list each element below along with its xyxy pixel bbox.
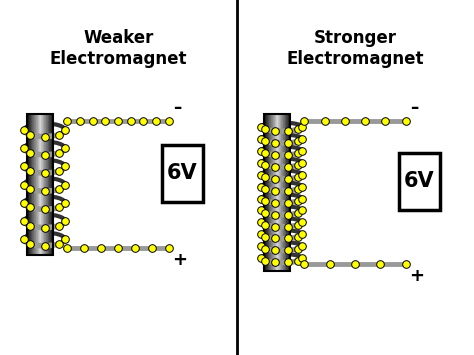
Bar xyxy=(275,114,276,271)
Bar xyxy=(266,114,267,271)
Text: –: – xyxy=(410,99,419,117)
Bar xyxy=(269,114,270,271)
Bar xyxy=(278,114,279,271)
Bar xyxy=(45,114,46,255)
Text: 6V: 6V xyxy=(404,171,435,191)
Bar xyxy=(31,114,32,255)
Title: Weaker
Electromagnet: Weaker Electromagnet xyxy=(50,29,187,68)
Bar xyxy=(399,153,440,209)
Bar xyxy=(285,114,286,271)
Bar xyxy=(43,114,44,255)
Bar xyxy=(27,114,28,255)
Bar xyxy=(48,114,49,255)
Bar xyxy=(162,145,203,202)
Bar xyxy=(35,114,36,255)
Bar xyxy=(33,114,34,255)
Bar xyxy=(32,114,33,255)
Bar xyxy=(283,114,284,271)
Bar xyxy=(51,114,52,255)
Bar xyxy=(47,114,48,255)
Bar xyxy=(279,114,280,271)
Bar xyxy=(42,114,43,255)
Bar xyxy=(28,114,29,255)
Bar xyxy=(52,114,53,255)
Bar xyxy=(284,114,285,271)
Bar xyxy=(40,114,41,255)
Bar xyxy=(276,114,277,271)
Bar xyxy=(277,114,278,271)
Bar xyxy=(44,114,45,255)
Bar xyxy=(46,114,47,255)
Bar xyxy=(51,114,52,255)
Bar xyxy=(39,114,40,255)
Title: Stronger
Electromagnet: Stronger Electromagnet xyxy=(287,29,424,68)
Bar xyxy=(47,114,48,255)
Text: +: + xyxy=(409,267,424,284)
Bar xyxy=(268,114,269,271)
Bar xyxy=(37,114,38,255)
Bar xyxy=(289,114,290,271)
Text: –: – xyxy=(173,99,182,117)
Bar xyxy=(265,114,266,271)
Bar xyxy=(287,114,288,271)
Bar xyxy=(274,114,275,271)
Bar xyxy=(284,114,285,271)
Bar xyxy=(41,114,42,255)
Bar xyxy=(273,114,274,271)
Bar xyxy=(276,114,277,271)
Bar xyxy=(267,114,268,271)
Bar xyxy=(36,114,37,255)
Bar xyxy=(30,114,31,255)
Bar xyxy=(281,114,282,271)
Bar xyxy=(27,114,53,255)
Bar xyxy=(49,114,50,255)
Bar xyxy=(280,114,281,271)
Bar xyxy=(278,114,279,271)
Bar xyxy=(272,114,273,271)
Bar xyxy=(50,114,51,255)
Bar xyxy=(286,114,287,271)
Bar xyxy=(274,114,275,271)
Bar xyxy=(39,114,40,255)
Bar xyxy=(34,114,35,255)
Bar xyxy=(282,114,283,271)
Bar xyxy=(288,114,289,271)
Bar xyxy=(264,114,265,271)
Bar xyxy=(288,114,289,271)
Text: 6V: 6V xyxy=(167,163,198,183)
Bar xyxy=(271,114,272,271)
Bar xyxy=(37,114,38,255)
Bar xyxy=(270,114,271,271)
Bar xyxy=(49,114,50,255)
Bar xyxy=(38,114,39,255)
Bar xyxy=(286,114,287,271)
Bar xyxy=(29,114,30,255)
Bar xyxy=(41,114,42,255)
Bar xyxy=(264,114,290,271)
Text: +: + xyxy=(172,251,187,269)
